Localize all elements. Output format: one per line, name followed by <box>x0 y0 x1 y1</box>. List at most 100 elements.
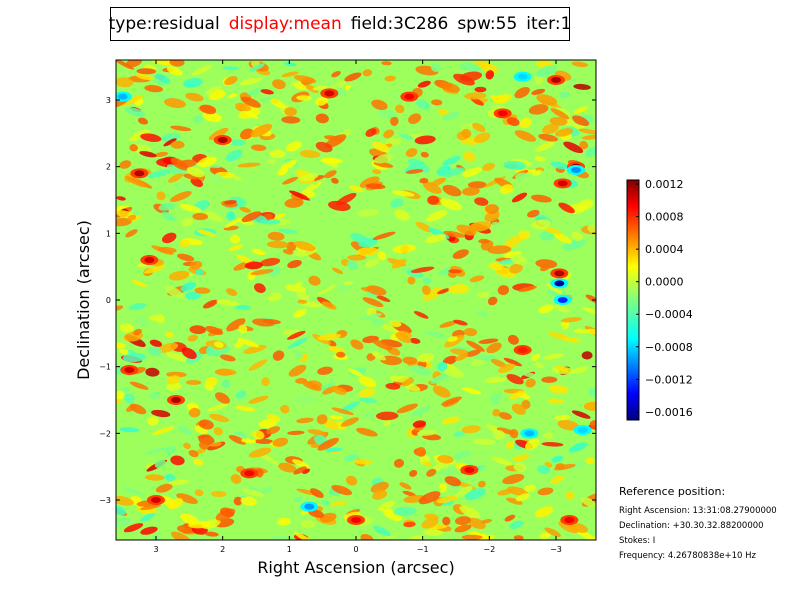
coldspot <box>557 297 568 303</box>
noise-blob <box>454 516 471 526</box>
noise-blob <box>382 419 391 427</box>
noise-blob <box>245 110 259 120</box>
noise-blob <box>320 157 343 164</box>
noise-blob <box>205 326 224 335</box>
noise-blob <box>558 520 579 534</box>
noise-blob <box>572 115 590 126</box>
noise-blob <box>361 411 375 419</box>
noise-blob <box>377 250 387 261</box>
noise-blob <box>366 285 387 296</box>
noise-blob <box>210 442 222 447</box>
noise-blob <box>165 352 189 362</box>
noise-blob <box>484 376 507 384</box>
noise-blob <box>399 133 414 140</box>
noise-blob <box>514 87 530 99</box>
noise-blob <box>391 258 407 269</box>
noise-blob <box>543 432 554 440</box>
noise-blob <box>168 173 183 183</box>
noise-blob <box>136 68 157 75</box>
noise-blob <box>552 232 573 244</box>
noise-blob <box>461 128 472 139</box>
noise-blob <box>259 486 273 495</box>
noise-blob <box>365 183 386 190</box>
y-tick-label: 3 <box>106 96 111 105</box>
noise-blob <box>548 384 569 394</box>
noise-blob <box>453 450 472 460</box>
noise-blob <box>416 446 427 457</box>
noise-blob <box>503 357 523 367</box>
noise-blob <box>491 221 502 227</box>
noise-blob <box>426 210 448 222</box>
noise-blob <box>487 296 498 306</box>
reference-ra: Right Ascension: 13:31:08.27900000 <box>619 506 777 516</box>
hotspot <box>124 367 135 373</box>
noise-blob <box>170 455 185 466</box>
y-tick-label: −3 <box>99 496 111 505</box>
noise-blob <box>351 458 373 465</box>
noise-blob <box>497 489 513 496</box>
noise-blob <box>116 305 124 311</box>
x-tick-label: 1 <box>287 545 292 554</box>
noise-blob <box>170 531 192 540</box>
noise-blob <box>382 508 402 522</box>
noise-blob <box>573 106 589 114</box>
noise-blob <box>170 191 192 202</box>
noise-blob <box>164 285 184 299</box>
noise-blob <box>131 279 147 287</box>
noise-blob <box>401 378 415 387</box>
noise-blob <box>151 409 171 418</box>
noise-blob <box>248 395 269 404</box>
noise-blob <box>119 160 132 169</box>
noise-blob <box>116 217 132 227</box>
noise-blob <box>372 489 388 500</box>
noise-blob <box>284 107 297 117</box>
noise-blob <box>505 441 515 449</box>
noise-blob <box>347 254 367 261</box>
noise-blob <box>439 320 458 328</box>
noise-blob <box>348 185 365 193</box>
noise-blob <box>459 71 483 82</box>
noise-blob <box>125 176 147 188</box>
noise-blob <box>233 496 243 506</box>
noise-blob <box>456 224 477 236</box>
noise-blob <box>346 260 358 270</box>
noise-blob <box>230 474 242 484</box>
noise-blob <box>407 276 416 285</box>
noise-blob <box>205 345 215 356</box>
noise-blob <box>519 117 532 129</box>
noise-blob <box>468 221 492 232</box>
noise-blob <box>389 320 402 328</box>
noise-blob <box>189 325 207 335</box>
noise-blob <box>124 107 146 117</box>
noise-blob <box>528 104 549 115</box>
noise-blob <box>484 210 500 222</box>
noise-blob <box>316 414 328 425</box>
noise-blob <box>260 257 281 267</box>
noise-blob <box>204 531 219 537</box>
noise-blob <box>166 164 186 177</box>
noise-blob <box>177 253 195 262</box>
noise-blob <box>205 377 218 387</box>
x-tick-label: −3 <box>550 545 562 554</box>
noise-blob <box>496 427 516 435</box>
noise-blob <box>542 353 565 360</box>
spots-layer <box>116 71 592 525</box>
coldspot <box>554 280 565 287</box>
noise-blob <box>116 399 122 405</box>
noise-blob <box>293 241 316 251</box>
noise-blob <box>315 141 333 153</box>
noise-blob <box>284 61 297 67</box>
noise-blob <box>194 287 211 294</box>
noise-blob <box>161 211 176 222</box>
noise-blob <box>538 133 558 142</box>
noise-blob <box>461 534 483 540</box>
noise-blob <box>147 346 162 357</box>
noise-blob <box>535 141 555 152</box>
noise-blob <box>371 99 388 111</box>
noise-blob <box>328 340 337 347</box>
noise-blob <box>336 351 346 358</box>
noise-blob <box>350 339 364 350</box>
noise-blob <box>239 77 262 86</box>
noise-blob <box>183 78 203 88</box>
noise-blob <box>241 438 257 444</box>
